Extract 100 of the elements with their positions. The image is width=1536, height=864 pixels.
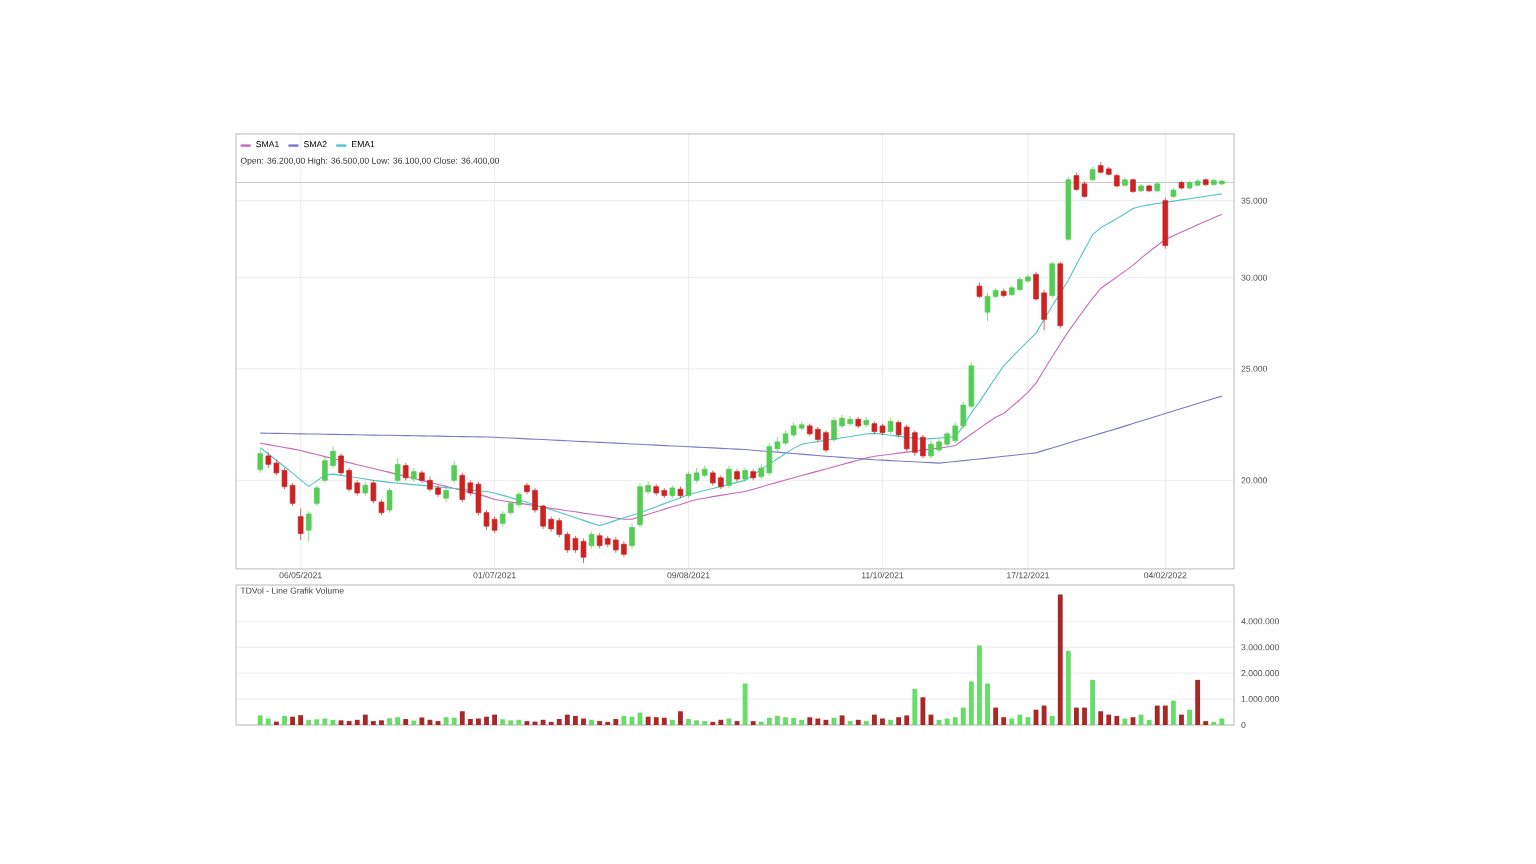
candlestick bbox=[362, 481, 369, 496]
candlestick bbox=[305, 510, 312, 542]
candlestick bbox=[806, 423, 813, 437]
bar bbox=[395, 717, 401, 725]
bar bbox=[581, 718, 586, 725]
bar bbox=[977, 645, 982, 725]
bar bbox=[896, 717, 902, 725]
candlestick bbox=[944, 431, 950, 447]
bar bbox=[1187, 709, 1192, 725]
candlestick bbox=[742, 467, 748, 483]
bar bbox=[484, 716, 489, 725]
bar bbox=[492, 714, 498, 725]
candlestick bbox=[297, 508, 304, 541]
candlestick bbox=[718, 474, 724, 490]
bar bbox=[661, 717, 667, 725]
candlestick bbox=[613, 536, 619, 554]
candlestick bbox=[903, 424, 910, 452]
candlestick bbox=[912, 430, 918, 457]
bar bbox=[298, 715, 304, 725]
candlestick bbox=[871, 421, 878, 435]
candlestick bbox=[1146, 185, 1152, 192]
bar bbox=[1106, 714, 1112, 725]
candlestick bbox=[887, 417, 894, 435]
bar bbox=[904, 715, 910, 725]
bar bbox=[839, 715, 845, 725]
bar bbox=[718, 719, 724, 725]
candlestick bbox=[459, 472, 466, 503]
bar bbox=[1041, 705, 1047, 725]
candlestick bbox=[572, 535, 579, 554]
candlestick bbox=[928, 440, 934, 459]
bar bbox=[686, 719, 691, 725]
bar bbox=[823, 719, 829, 725]
bar bbox=[459, 711, 465, 725]
candlestick bbox=[1154, 181, 1161, 192]
bar bbox=[1057, 594, 1063, 725]
candlestick bbox=[427, 476, 433, 493]
candlestick bbox=[1194, 178, 1201, 186]
bar bbox=[775, 715, 780, 725]
candlestick bbox=[1162, 197, 1169, 249]
bar bbox=[766, 717, 772, 725]
candlestick bbox=[831, 416, 837, 443]
candlestick bbox=[669, 485, 676, 499]
bar bbox=[387, 718, 392, 725]
candlestick bbox=[621, 541, 627, 558]
bar bbox=[322, 718, 328, 725]
bar bbox=[993, 707, 999, 725]
candlestick bbox=[637, 482, 643, 528]
candlestick bbox=[516, 491, 522, 508]
bar bbox=[880, 718, 885, 725]
candlestick bbox=[823, 430, 829, 453]
candlestick bbox=[1081, 180, 1088, 197]
candlestick bbox=[701, 465, 708, 479]
bar bbox=[516, 719, 522, 725]
bar bbox=[476, 718, 481, 725]
candlestick bbox=[750, 468, 756, 481]
candlestick bbox=[1025, 274, 1031, 284]
candlestick bbox=[386, 487, 393, 513]
bar bbox=[1179, 714, 1184, 725]
candlestick bbox=[394, 457, 401, 484]
bar bbox=[1154, 705, 1160, 725]
candlestick bbox=[629, 523, 635, 549]
candlestick bbox=[1089, 166, 1096, 181]
bar bbox=[282, 715, 287, 725]
bar bbox=[1098, 711, 1104, 725]
candlestick bbox=[1130, 179, 1136, 192]
candlestick bbox=[1073, 172, 1080, 190]
bar bbox=[1170, 700, 1176, 725]
candlestick bbox=[1065, 176, 1072, 242]
bar bbox=[1146, 719, 1152, 725]
candlestick bbox=[726, 465, 732, 489]
candlestick bbox=[1000, 288, 1007, 298]
bar bbox=[257, 715, 263, 725]
candlestick bbox=[507, 500, 514, 516]
bar bbox=[669, 719, 675, 725]
candlestick bbox=[1105, 166, 1112, 175]
candlestick bbox=[1017, 276, 1023, 292]
bar bbox=[920, 697, 926, 725]
candlestick bbox=[976, 282, 983, 299]
candlestick bbox=[322, 455, 328, 484]
candlestick bbox=[815, 426, 821, 443]
candlestick bbox=[1009, 284, 1015, 297]
bar bbox=[1049, 715, 1055, 725]
candlestick bbox=[402, 462, 409, 481]
candlestick bbox=[499, 510, 506, 527]
candlestick bbox=[604, 535, 611, 548]
bar bbox=[1114, 715, 1120, 725]
candlestick bbox=[370, 480, 377, 504]
candlestick bbox=[1122, 177, 1128, 186]
candlestick bbox=[596, 532, 603, 549]
bar bbox=[799, 719, 805, 725]
bar bbox=[1138, 714, 1144, 725]
candlestick bbox=[984, 292, 991, 322]
bar bbox=[1065, 650, 1071, 725]
bar bbox=[362, 714, 368, 725]
bar bbox=[621, 715, 627, 725]
candlestick bbox=[451, 460, 457, 484]
bar bbox=[783, 717, 788, 725]
candlestick bbox=[443, 487, 449, 503]
bar bbox=[451, 717, 457, 725]
bar bbox=[1122, 718, 1128, 725]
